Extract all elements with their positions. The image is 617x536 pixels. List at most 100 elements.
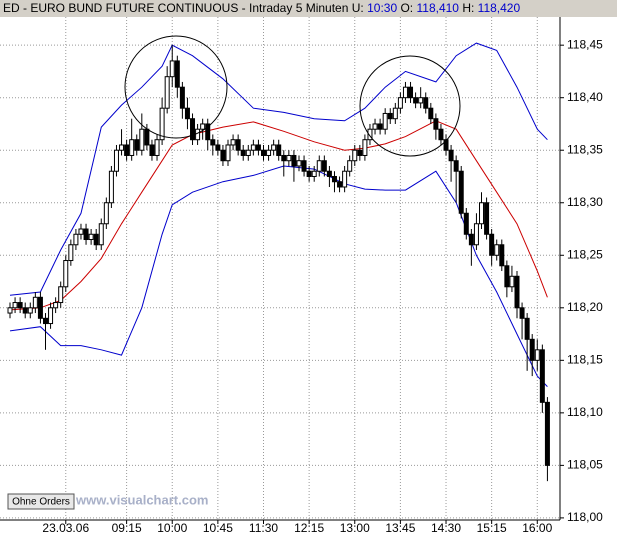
x-tick-label: 11:30 bbox=[249, 521, 278, 535]
candle-body bbox=[504, 265, 510, 288]
candle-body bbox=[392, 107, 398, 120]
candle-body bbox=[301, 160, 307, 172]
candle-body bbox=[321, 160, 327, 172]
y-tick-label: 118,20 bbox=[567, 300, 603, 314]
candle-body bbox=[240, 149, 246, 156]
candle-body bbox=[423, 97, 429, 109]
candle-body bbox=[484, 202, 490, 235]
candle-body bbox=[124, 144, 130, 156]
candle-body bbox=[17, 302, 23, 309]
candle-body bbox=[428, 107, 434, 120]
candle-body bbox=[139, 128, 145, 151]
candle-body bbox=[453, 160, 459, 172]
chart-title: ED - EURO BUND FUTURE CONTINUOUS - Intra… bbox=[3, 1, 520, 15]
candle-body bbox=[519, 307, 525, 319]
candle-body bbox=[12, 302, 18, 309]
candle-body bbox=[281, 154, 287, 162]
candle-body bbox=[413, 97, 419, 104]
candle-body bbox=[144, 128, 150, 146]
candle-body bbox=[98, 223, 104, 246]
candle-body bbox=[402, 86, 408, 99]
candle-body bbox=[352, 149, 358, 162]
watermark: www.visualchart.com bbox=[75, 492, 208, 507]
candle-body bbox=[230, 139, 236, 146]
candle-body bbox=[524, 317, 530, 340]
candle-body bbox=[149, 144, 155, 156]
candle-body bbox=[195, 128, 201, 141]
marks bbox=[7, 42, 550, 482]
candle-body bbox=[225, 144, 231, 162]
candle-body bbox=[408, 86, 414, 99]
candle-body bbox=[438, 128, 444, 141]
candle-body bbox=[544, 401, 550, 466]
candle-body bbox=[154, 139, 160, 156]
x-tick-label: 14:30 bbox=[431, 521, 461, 535]
candle-body bbox=[479, 202, 485, 225]
candle-body bbox=[63, 260, 69, 288]
candle-body bbox=[200, 123, 206, 130]
candle-body bbox=[93, 233, 99, 246]
field-label: H: bbox=[462, 1, 474, 15]
x-tick-label: 23.03.06 bbox=[42, 521, 89, 535]
candle-body bbox=[235, 139, 241, 151]
candle-body bbox=[169, 60, 175, 78]
x-tick-label: 12:15 bbox=[294, 521, 324, 535]
candle-body bbox=[48, 307, 54, 325]
candle-body bbox=[78, 228, 84, 235]
candle-body bbox=[68, 244, 74, 262]
candle-body bbox=[73, 233, 79, 246]
candle-body bbox=[276, 144, 282, 156]
candle-body bbox=[347, 160, 353, 172]
candle-body bbox=[7, 307, 13, 314]
x-tick-label: 16:00 bbox=[522, 521, 552, 535]
indicator-line bbox=[9, 120, 548, 311]
candle-body bbox=[129, 139, 135, 156]
candle-body bbox=[261, 149, 266, 156]
candle-body bbox=[337, 181, 343, 188]
y-tick-label: 118,40 bbox=[567, 90, 603, 104]
candle-body bbox=[534, 349, 540, 361]
candle-body bbox=[32, 296, 38, 309]
indicator-line bbox=[9, 42, 548, 296]
candle-body bbox=[174, 60, 180, 88]
candle-body bbox=[271, 144, 277, 151]
candle-body bbox=[331, 175, 337, 183]
candle-body bbox=[210, 139, 216, 146]
candle-body bbox=[397, 97, 403, 109]
field-label: U: bbox=[352, 1, 364, 15]
x-tick-label: 15:15 bbox=[477, 521, 507, 535]
x-tick-label: 09:15 bbox=[112, 521, 142, 535]
y-tick-label: 118,30 bbox=[567, 195, 603, 209]
candle-body bbox=[372, 123, 378, 130]
candle-body bbox=[433, 118, 439, 130]
candle-body bbox=[27, 307, 33, 314]
candle-body bbox=[108, 170, 114, 204]
candle-body bbox=[418, 97, 424, 104]
y-tick-label: 118,00 bbox=[567, 510, 603, 524]
candle-body bbox=[509, 275, 515, 288]
candle-body bbox=[119, 144, 125, 151]
candle-body bbox=[539, 349, 545, 403]
candle-body bbox=[473, 223, 479, 246]
candle-body bbox=[215, 144, 221, 151]
y-tick-label: 118,15 bbox=[567, 352, 603, 366]
candle-body bbox=[245, 149, 251, 156]
candle-body bbox=[220, 149, 226, 162]
candle-body bbox=[306, 170, 312, 177]
candle-body bbox=[291, 154, 297, 167]
candle-body bbox=[205, 123, 211, 141]
orders-button[interactable] bbox=[7, 493, 75, 510]
candle-body bbox=[463, 212, 469, 235]
annotation-circle bbox=[124, 35, 228, 139]
candle-body bbox=[514, 275, 520, 309]
candle-body bbox=[382, 112, 388, 130]
field-value: 118,420 bbox=[478, 1, 521, 15]
field-value: 10:30 bbox=[367, 1, 397, 15]
candle-body bbox=[316, 160, 322, 172]
candle-body bbox=[37, 296, 43, 319]
candle-body bbox=[255, 144, 261, 151]
candle-body bbox=[387, 112, 393, 120]
orders-button-label[interactable]: Ohne Orders bbox=[12, 497, 70, 508]
candle-body bbox=[529, 338, 535, 361]
